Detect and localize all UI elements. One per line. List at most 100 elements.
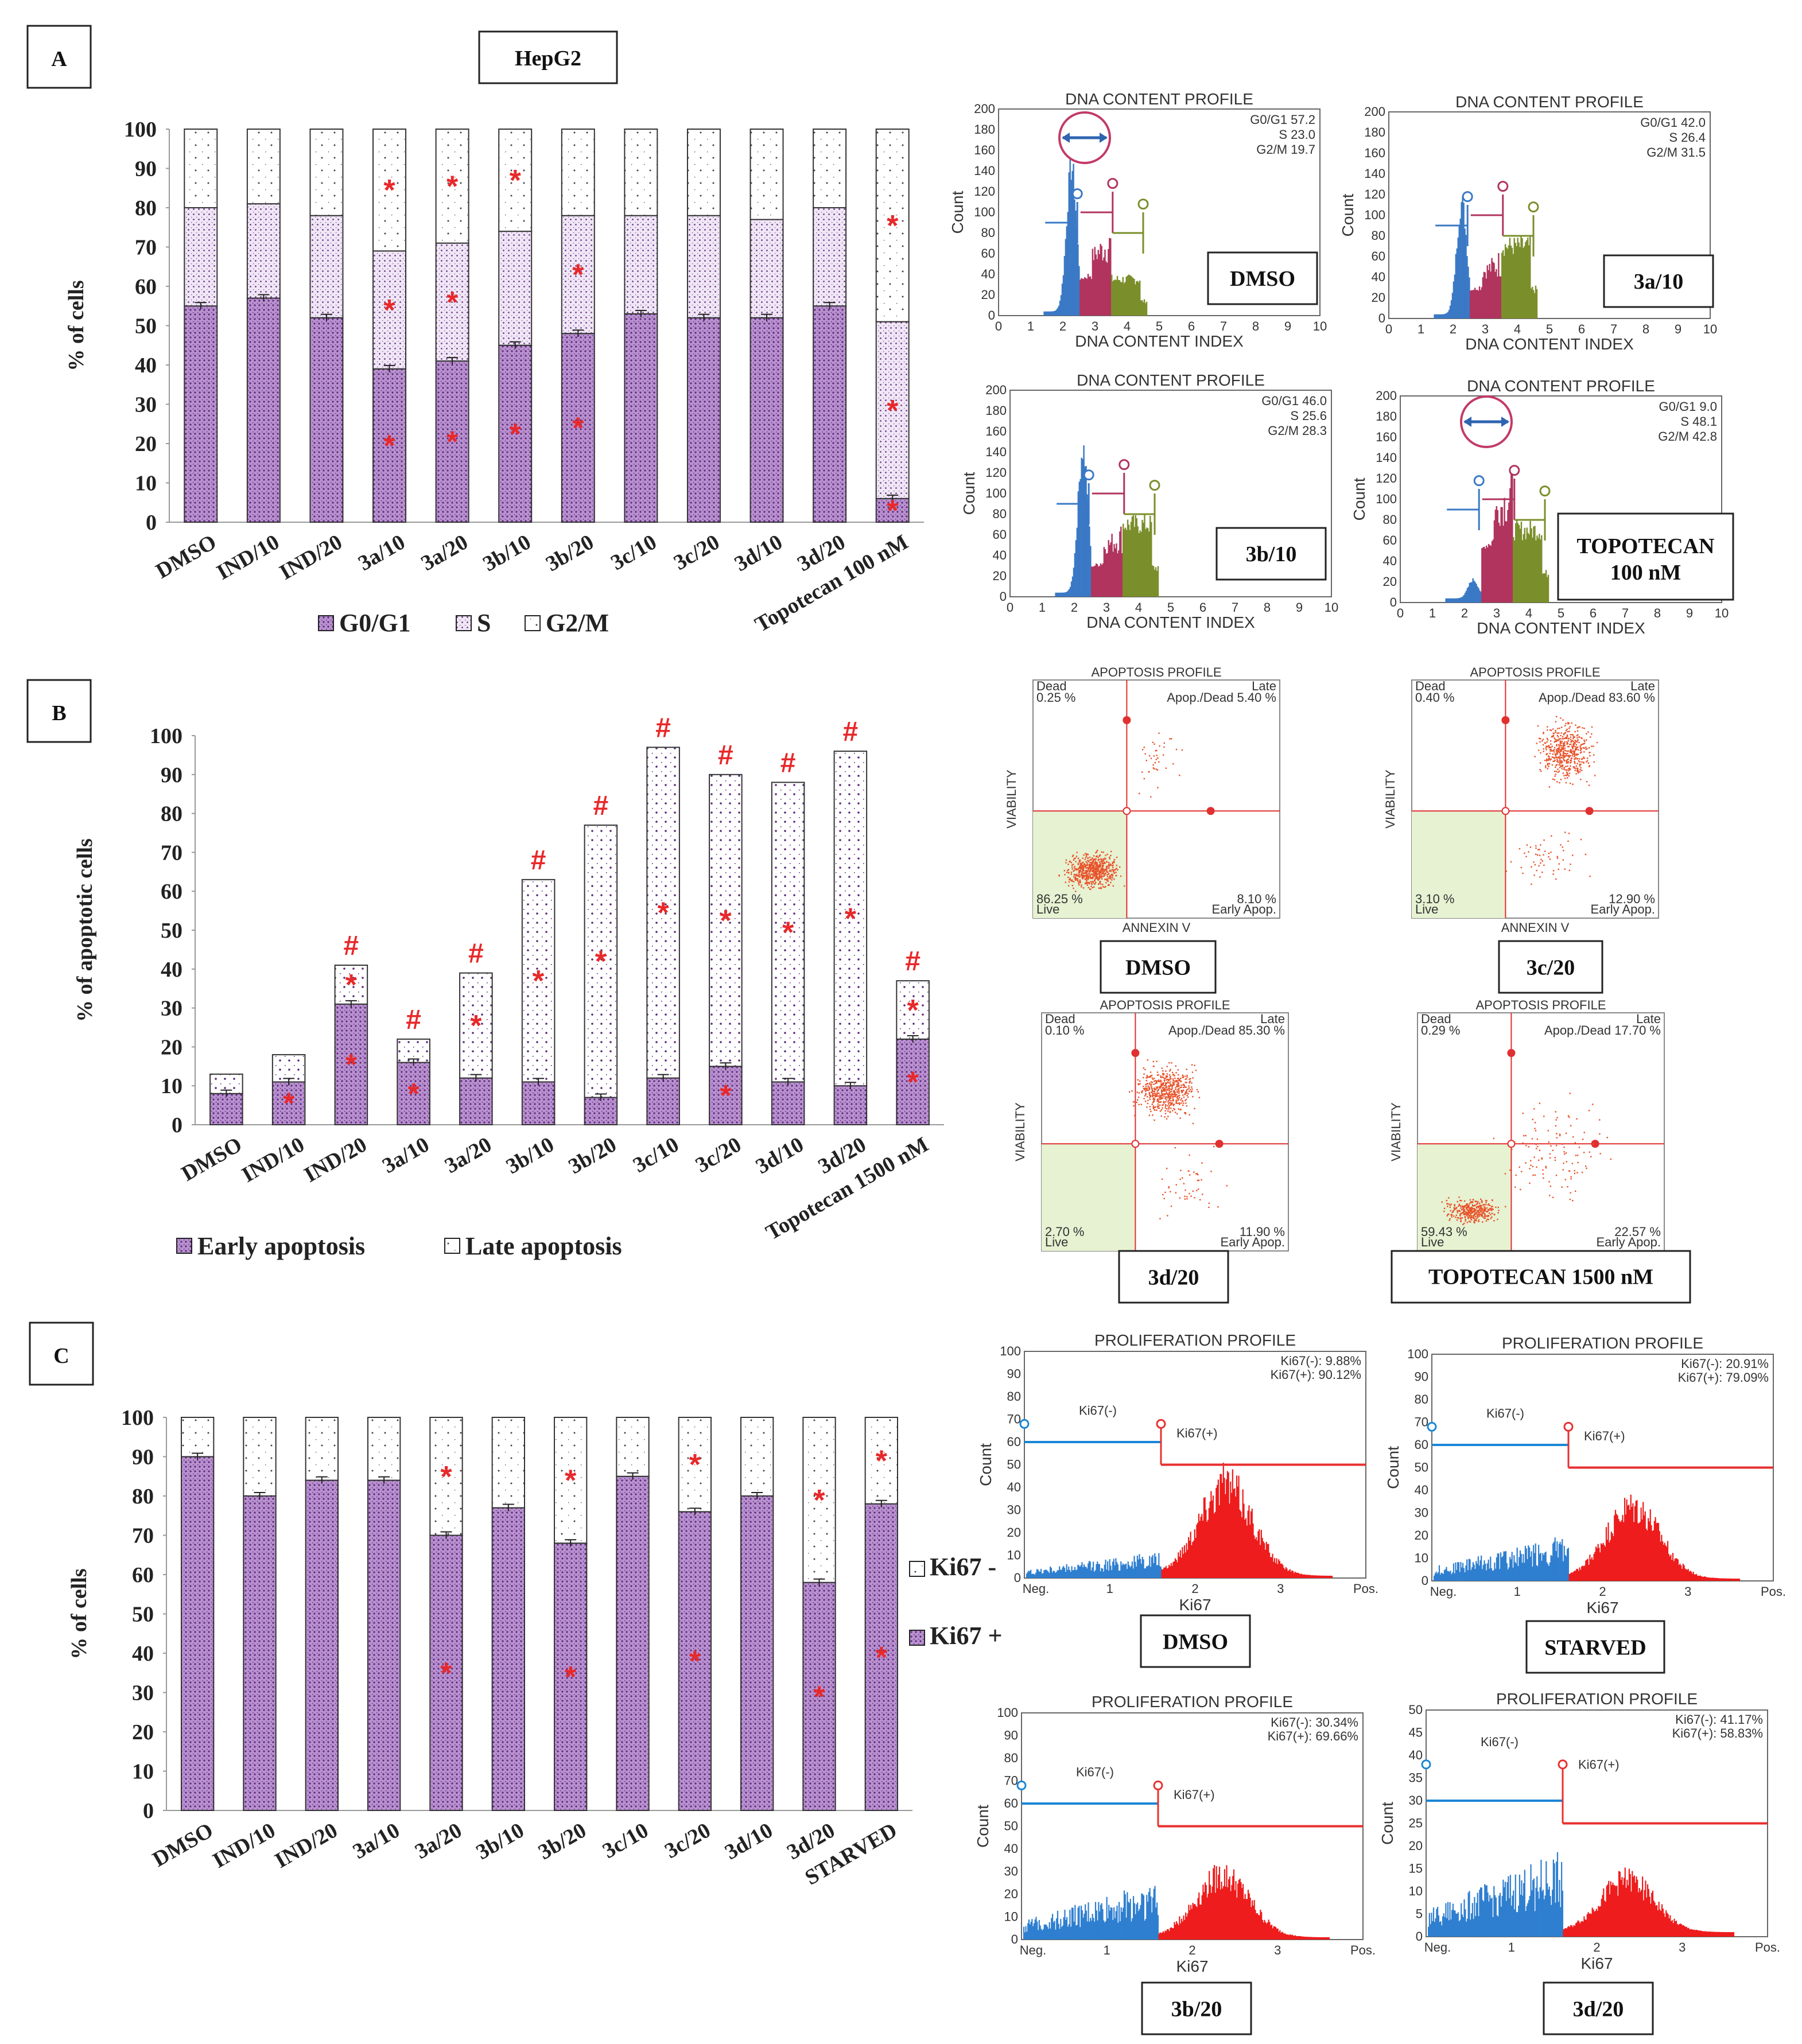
histogram-bar xyxy=(1709,1932,1711,1937)
histogram-bar xyxy=(1190,1905,1192,1940)
event-dot xyxy=(1100,883,1102,885)
histogram-bar xyxy=(1570,1573,1571,1581)
histogram-bar xyxy=(1642,1502,1644,1581)
histogram-bar xyxy=(1526,1906,1528,1937)
event-dot xyxy=(1465,1204,1467,1206)
histogram-bar xyxy=(1646,1884,1649,1937)
event-dot xyxy=(1543,751,1544,752)
significance-star: * xyxy=(595,945,607,978)
histogram-bar xyxy=(1447,1902,1449,1937)
event-dot xyxy=(1470,1207,1472,1209)
event-dot xyxy=(1096,865,1098,867)
event-dot xyxy=(1463,1214,1465,1215)
histogram-bar xyxy=(1440,1572,1442,1581)
event-dot xyxy=(1480,1211,1482,1213)
tick-label: 70 xyxy=(1004,1774,1018,1788)
legend-swatch xyxy=(909,1561,925,1577)
event-dot xyxy=(1467,1209,1469,1211)
event-dot xyxy=(1106,871,1109,873)
histogram-bar xyxy=(1203,1498,1205,1578)
event-dot xyxy=(1481,1209,1483,1211)
event-dot xyxy=(1566,743,1568,745)
histogram-bar xyxy=(1434,1922,1435,1937)
histogram-bar xyxy=(1166,1568,1168,1578)
event-dot xyxy=(1543,864,1545,866)
event-dot xyxy=(1522,872,1524,875)
histogram-bar xyxy=(1475,1561,1477,1581)
event-dot xyxy=(1488,1212,1490,1214)
event-dot xyxy=(1560,745,1562,747)
event-dot xyxy=(1575,741,1577,743)
histogram-bar xyxy=(1646,1897,1648,1937)
histogram-bar xyxy=(1108,1905,1110,1940)
event-dot xyxy=(1538,1159,1540,1161)
histogram-bar xyxy=(1614,1510,1617,1581)
event-dot xyxy=(1563,1162,1564,1164)
histogram-bar xyxy=(1149,1556,1151,1578)
event-dot xyxy=(1147,1059,1149,1061)
event-dot xyxy=(1578,726,1579,728)
y-tick-label: 20 xyxy=(135,432,157,456)
event-dot xyxy=(1571,752,1572,754)
event-dot xyxy=(1559,753,1562,755)
histogram-bar xyxy=(1287,1934,1289,1940)
histogram-bar xyxy=(1175,1921,1178,1940)
histogram-bar xyxy=(1053,1571,1054,1578)
event-dot xyxy=(1071,856,1074,857)
event-dot xyxy=(1473,1208,1475,1210)
event-dot xyxy=(1168,1090,1170,1091)
histogram-bar xyxy=(1025,1926,1027,1940)
event-dot xyxy=(1547,759,1549,760)
event-dot xyxy=(1570,1178,1572,1180)
bar-segment-Ki67- xyxy=(554,1417,588,1544)
event-dot xyxy=(1139,792,1140,795)
histogram-bar xyxy=(1513,1909,1516,1937)
event-dot xyxy=(1102,868,1104,871)
event-dot xyxy=(1449,1218,1451,1220)
event-dot xyxy=(1461,1217,1463,1219)
histogram-bar xyxy=(1474,582,1476,603)
histogram-bar xyxy=(1126,1569,1128,1578)
event-dot xyxy=(1559,760,1561,761)
event-dot xyxy=(1561,740,1563,743)
event-dot xyxy=(1169,1112,1171,1113)
event-dot xyxy=(1104,862,1106,864)
event-dot xyxy=(1176,1113,1178,1115)
event-dot xyxy=(1544,759,1546,761)
histogram-bar xyxy=(1577,1920,1579,1937)
event-dot xyxy=(1109,863,1111,865)
histogram-bar xyxy=(1277,1928,1279,1940)
significance-star: * xyxy=(845,903,857,936)
histogram-bar xyxy=(1232,1469,1233,1578)
event-dot xyxy=(1579,763,1580,765)
gate-handle xyxy=(1019,1419,1030,1429)
event-dot xyxy=(1186,1094,1188,1097)
event-dot xyxy=(1539,741,1541,743)
significance-hash: # xyxy=(593,791,609,821)
event-dot xyxy=(1563,738,1564,740)
histogram-bar xyxy=(1494,271,1496,318)
event-dot xyxy=(1145,1093,1147,1094)
histogram-bar xyxy=(1280,1932,1282,1940)
event-dot xyxy=(1083,872,1086,874)
event-dot xyxy=(1096,877,1098,879)
histogram-bar xyxy=(1520,236,1522,318)
event-dot xyxy=(1095,876,1097,878)
bar-segment-G0-G1 xyxy=(561,333,595,523)
event-dot xyxy=(1100,864,1101,866)
event-dot xyxy=(1088,865,1090,868)
event-dot xyxy=(1457,1210,1458,1212)
histogram-bar xyxy=(1692,1929,1694,1937)
proliferation-profile-plot: PROLIFERATION PROFILE0102030405060708090… xyxy=(1384,1334,1786,1616)
histogram-bar xyxy=(1469,1891,1470,1937)
event-dot xyxy=(1110,864,1112,866)
histogram-bar xyxy=(1303,1574,1305,1578)
histogram-bar xyxy=(1080,1565,1082,1578)
histogram-bar xyxy=(1282,1932,1284,1940)
event-dot xyxy=(1186,1090,1187,1092)
histogram-bar xyxy=(1559,1541,1561,1581)
histogram-bar xyxy=(1103,1920,1105,1940)
histogram-bar xyxy=(1108,1571,1109,1578)
event-dot xyxy=(1091,883,1093,885)
histogram-bar xyxy=(1631,1507,1633,1581)
